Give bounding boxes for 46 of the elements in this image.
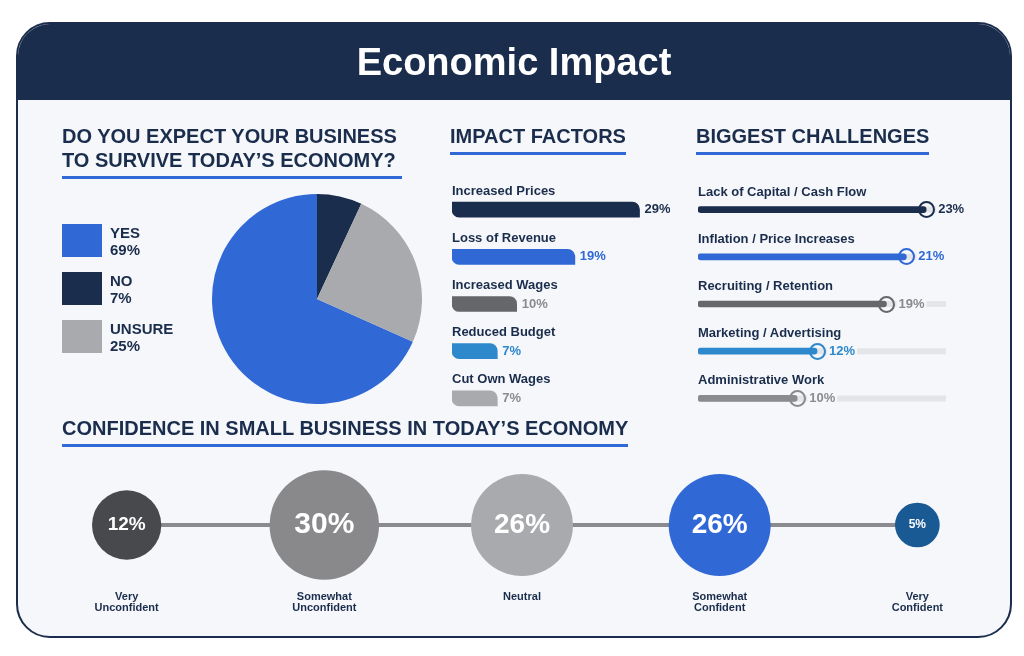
legend-label: UNSURE [110, 320, 174, 337]
category-label: Neutral [503, 590, 541, 603]
y-tick-label: Marketing / Advertising [698, 325, 842, 341]
data-label: 26% [493, 507, 551, 539]
data-label: 19% [579, 248, 607, 264]
data-label: 10% [809, 389, 836, 405]
data-label: 7% [502, 389, 522, 405]
text: CONFIDENCE IN SMALL BUSINESS IN TODAY’S ECONOMY [62, 416, 629, 447]
bar [452, 390, 498, 407]
y-tick-label: Lack of Capital / Cash Flow [698, 183, 868, 199]
y-tick-label: Increased Wages [452, 277, 558, 292]
chart-title: IMPACT FACTORS [450, 124, 626, 155]
data-label: 12% [829, 342, 856, 358]
data-label: 23% [938, 201, 965, 217]
y-tick-label: Reduced Budget [452, 324, 556, 340]
bar [452, 343, 498, 360]
data-label: 7% [110, 289, 132, 306]
category-label: Very Confident [891, 590, 944, 614]
data-label: 19% [898, 295, 925, 311]
bar [452, 248, 576, 265]
y-tick-label: Inflation / Price Increases [698, 230, 855, 246]
text: Economic Impact [18, 24, 1010, 100]
data-label: 5% [908, 517, 927, 532]
y-tick-label: Cut Own Wages [452, 371, 551, 387]
data-label: 26% [691, 507, 748, 539]
bar [452, 296, 517, 312]
y-tick-label: Recruiting / Retention [698, 278, 834, 293]
y-tick-label: Administrative Work [698, 372, 825, 388]
category-label: Somewhat Confident [692, 590, 748, 614]
y-tick-label: Increased Prices [452, 182, 556, 198]
category-label: Very Unconfident [94, 590, 160, 614]
data-label: 7% [502, 342, 522, 358]
data-label: 12% [107, 513, 146, 535]
data-label: 30% [294, 506, 355, 540]
y-tick-label: Loss of Revenue [452, 229, 557, 245]
data-label: 29% [644, 201, 671, 217]
bar [452, 201, 640, 218]
data-label: 69% [110, 241, 141, 258]
legend-label: YES [110, 224, 141, 241]
chart-title: BIGGEST CHALLENGES [696, 124, 930, 155]
data-label: 10% [521, 295, 549, 311]
category-label: Somewhat Unconfident [292, 590, 357, 614]
chart-title: DO YOU EXPECT YOUR BUSINESS TO SURVIVE TODAY’S ECONOMY? [62, 124, 402, 179]
data-label: 21% [918, 248, 945, 264]
legend-label: NO [110, 272, 133, 289]
data-label: 25% [110, 337, 141, 354]
